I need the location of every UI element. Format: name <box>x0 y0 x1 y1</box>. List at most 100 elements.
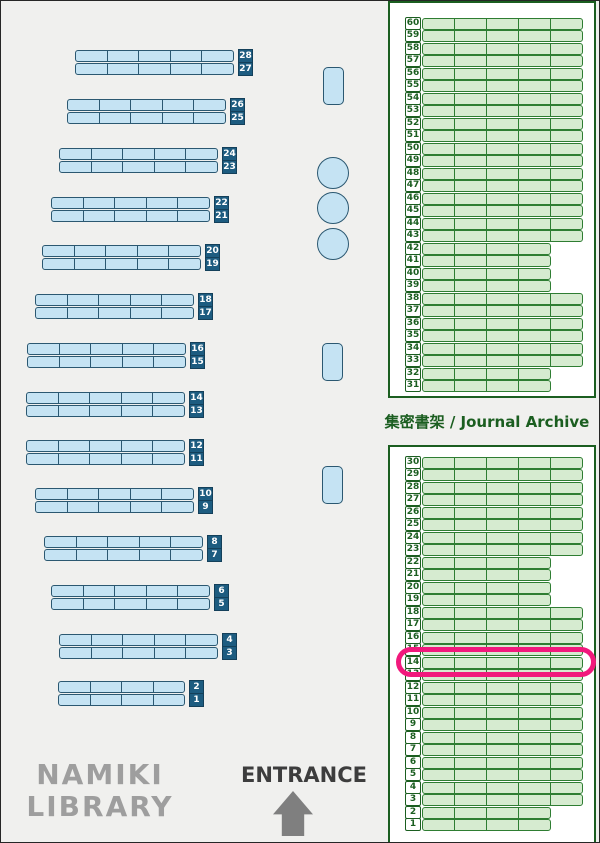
shelf-section <box>518 68 550 79</box>
shelf-section <box>66 308 99 318</box>
shelf-section <box>423 81 454 91</box>
shelf-section <box>486 93 518 104</box>
shelf-section <box>518 30 550 41</box>
shelf-number-badge: 14 <box>189 391 204 405</box>
archive-shelf-row-40: 40 <box>405 267 551 281</box>
shelf-section <box>423 820 454 830</box>
shelf-section <box>423 770 454 780</box>
shelf-bar <box>51 197 210 209</box>
shelf-section <box>518 494 550 505</box>
shelf-section <box>423 533 454 543</box>
shelf-section <box>454 744 486 755</box>
shelf-section <box>423 181 454 191</box>
shelf-number-badge: 3 <box>405 793 421 806</box>
shelf-section <box>486 782 518 793</box>
shelf-section <box>169 51 202 61</box>
shelf-section <box>486 507 518 518</box>
shelf-section <box>423 795 454 805</box>
shelf-bar <box>422 17 583 30</box>
shelf-section <box>454 43 486 54</box>
shelf-section <box>185 635 217 645</box>
shelf-bar <box>58 694 185 706</box>
shelf-bar <box>422 456 583 469</box>
archive-shelf-row-47: 47 <box>405 179 583 193</box>
shelf-section <box>454 732 486 743</box>
archive-shelf-row-9: 9 <box>405 718 583 732</box>
shelf-bar <box>422 117 583 130</box>
shelf-section <box>518 168 550 179</box>
shelf-section <box>152 406 184 416</box>
archive-shelf-row-14: 14 <box>405 656 583 670</box>
shelf-section <box>423 720 454 730</box>
shelf-section <box>423 495 454 505</box>
book-shelf-row-13: 13 <box>26 403 204 419</box>
shelf-section <box>486 68 518 79</box>
shelf-bar <box>422 806 551 819</box>
archive-shelf-row-20: 20 <box>405 581 551 595</box>
shelf-bar <box>422 154 583 167</box>
shelf-bar <box>67 112 226 124</box>
shelf-section <box>518 243 550 254</box>
shelf-bar <box>59 634 218 646</box>
shelf-section <box>454 694 486 705</box>
shelf-section <box>138 51 170 61</box>
shelf-section <box>550 732 582 743</box>
shelf-section <box>518 205 550 216</box>
shelf-section <box>423 483 454 493</box>
shelf-section <box>550 230 582 241</box>
shelf-section <box>550 469 582 480</box>
shelf-section <box>423 508 454 518</box>
shelf-number-badge: 54 <box>405 92 421 105</box>
shelf-section <box>177 599 209 609</box>
shelf-section <box>550 619 582 630</box>
shelf-section <box>518 582 550 593</box>
archive-shelf-row-59: 59 <box>405 29 583 43</box>
shelf-bar <box>27 343 186 355</box>
shelf-section <box>486 155 518 166</box>
shelf-section <box>423 633 454 643</box>
shelf-section <box>518 355 550 366</box>
book-shelf-row-21: 21 <box>51 208 229 224</box>
shelf-section <box>423 119 454 129</box>
shelf-section <box>454 719 486 730</box>
archive-shelf-row-41: 41 <box>405 254 551 268</box>
shelf-section <box>122 149 154 159</box>
shelf-section <box>423 381 454 391</box>
shelf-section <box>136 246 169 256</box>
shelf-bar <box>422 631 583 644</box>
shelf-number-badge: 55 <box>405 79 421 92</box>
shelf-section <box>518 532 550 543</box>
shelf-section <box>486 494 518 505</box>
shelf-number-badge: 23 <box>405 543 421 556</box>
shelf-number-badge: 33 <box>405 354 421 367</box>
shelf-section <box>454 243 486 254</box>
shelf-section <box>423 758 454 768</box>
archive-shelf-row-54: 54 <box>405 92 583 106</box>
archive-shelf-row-8: 8 <box>405 731 583 745</box>
shelf-bar <box>44 549 203 561</box>
book-shelf-row-19: 19 <box>42 256 220 272</box>
shelf-number-badge: 11 <box>189 452 204 466</box>
shelf-section <box>423 206 454 216</box>
shelf-section <box>153 344 185 354</box>
shelf-section <box>423 783 454 793</box>
shelf-section <box>486 180 518 191</box>
shelf-number-badge: 19 <box>405 593 421 606</box>
shelf-section <box>106 51 139 61</box>
shelf-section <box>454 594 486 605</box>
shelf-section <box>423 808 454 818</box>
shelf-number-badge: 26 <box>230 98 245 112</box>
shelf-bar <box>422 354 583 367</box>
shelf-section <box>486 819 518 830</box>
shelf-section <box>486 380 518 391</box>
shelf-section <box>105 259 137 269</box>
shelf-section <box>454 769 486 780</box>
shelf-section <box>454 794 486 805</box>
shelf-section <box>518 268 550 279</box>
shelf-section <box>518 694 550 705</box>
shelf-section <box>550 757 582 768</box>
shelf-bar <box>422 593 551 606</box>
archive-shelf-row-12: 12 <box>405 681 583 695</box>
shelf-section <box>486 557 518 568</box>
